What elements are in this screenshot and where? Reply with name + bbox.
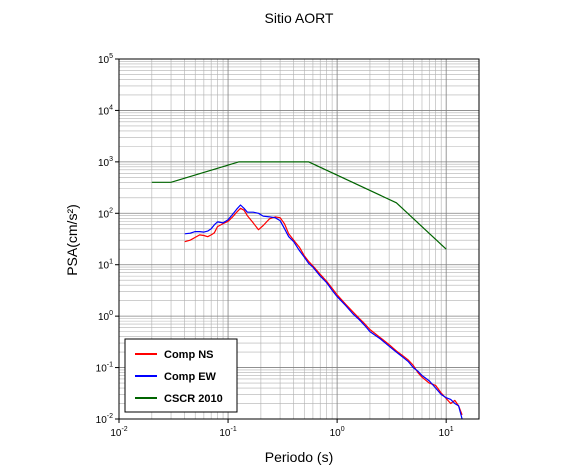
chart-title: Sitio AORT (265, 10, 334, 26)
x-tick-label: 10-1 (219, 426, 236, 439)
legend-label-comp-ns: Comp NS (164, 349, 214, 361)
series-line-cscr-2010 (151, 161, 447, 250)
x-axis-label: Periodo (s) (265, 449, 333, 465)
legend-label-comp-ew: Comp EW (164, 371, 217, 383)
x-tick-label: 100 (330, 426, 345, 439)
x-tick-label: 101 (439, 426, 454, 439)
y-axis-label: PSA(cm/s²) (64, 204, 80, 276)
series-line-comp-ew (184, 204, 463, 420)
legend: Comp NS Comp EW CSCR 2010 (124, 338, 238, 413)
y-tick-label: 104 (98, 104, 113, 117)
grid-minor (119, 59, 480, 419)
y-tick-label: 105 (98, 53, 113, 66)
plot-frame (118, 58, 480, 420)
y-axis-ticks: 10-2 10-1 100 101 102 103 104 105 (96, 53, 119, 426)
y-tick-label: 10-2 (96, 413, 113, 426)
y-tick-label: 101 (98, 259, 113, 272)
y-tick-label: 103 (98, 156, 113, 169)
y-tick-label: 10-1 (96, 362, 113, 375)
x-axis-ticks: 10-2 10-1 100 101 (110, 419, 454, 439)
y-tick-label: 100 (98, 310, 113, 323)
y-tick-label: 102 (98, 207, 113, 220)
x-tick-label: 10-2 (110, 426, 127, 439)
series-layer (151, 161, 463, 420)
series-line-comp-ns (184, 207, 463, 416)
legend-label-cscr-2010: CSCR 2010 (164, 393, 223, 405)
